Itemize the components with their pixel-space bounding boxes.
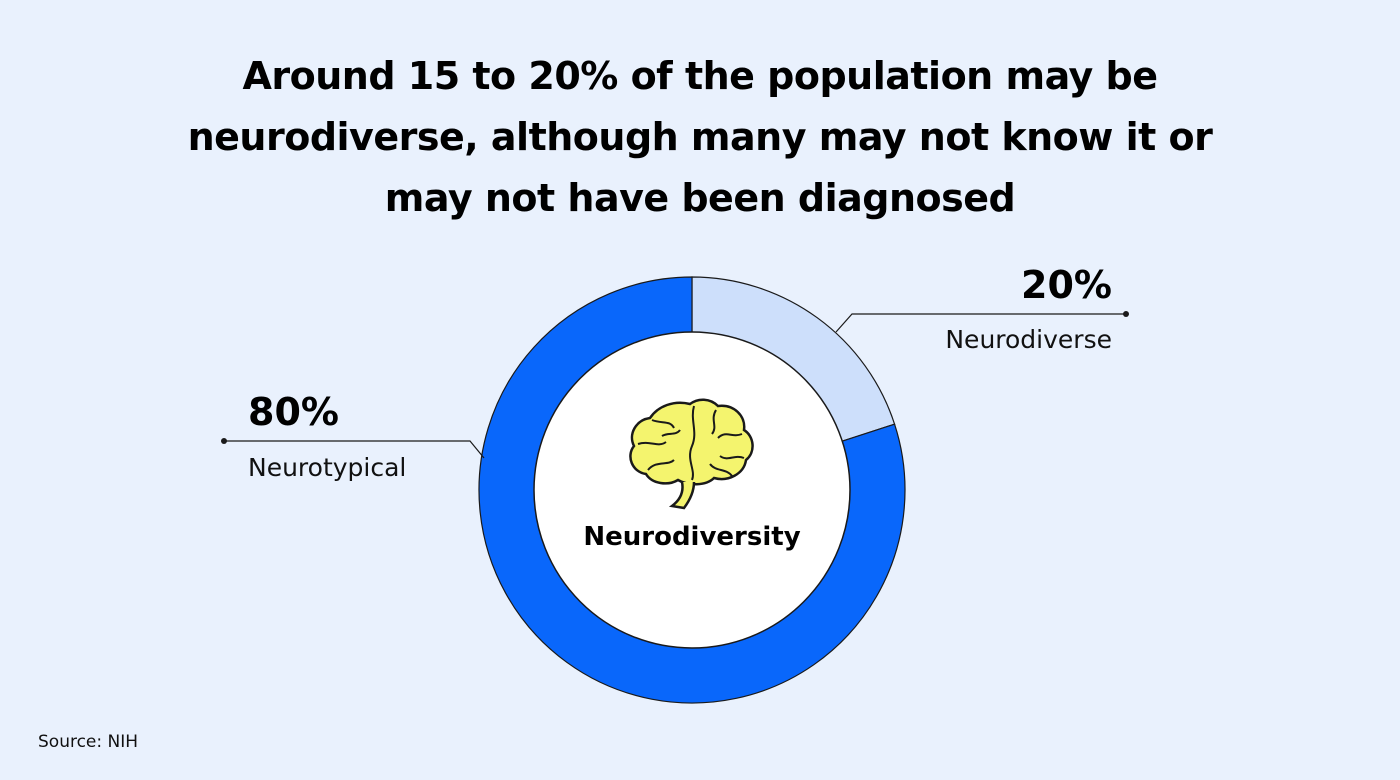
value-label-neurotypical: 80% <box>248 390 339 434</box>
title-line-1: Around 15 to 20% of the population may b… <box>242 54 1158 98</box>
category-label-neurodiverse: Neurodiverse <box>945 325 1112 354</box>
chart-title: Around 15 to 20% of the population may b… <box>100 46 1300 229</box>
category-label-neurotypical: Neurotypical <box>248 453 406 482</box>
leader-dot-neurotypical <box>221 438 227 444</box>
leader-dot-neurodiverse <box>1123 311 1129 317</box>
leader-line-neurodiverse <box>835 313 1126 333</box>
title-line-3: may not have been diagnosed <box>384 176 1016 220</box>
value-label-neurodiverse: 20% <box>1021 263 1112 307</box>
source-note: Source: NIH <box>38 732 139 752</box>
title-line-2: neurodiverse, although many may not know… <box>187 115 1213 159</box>
brain-icon <box>629 398 754 510</box>
leader-line-neurotypical <box>224 440 485 459</box>
center-label: Neurodiversity <box>583 522 800 552</box>
